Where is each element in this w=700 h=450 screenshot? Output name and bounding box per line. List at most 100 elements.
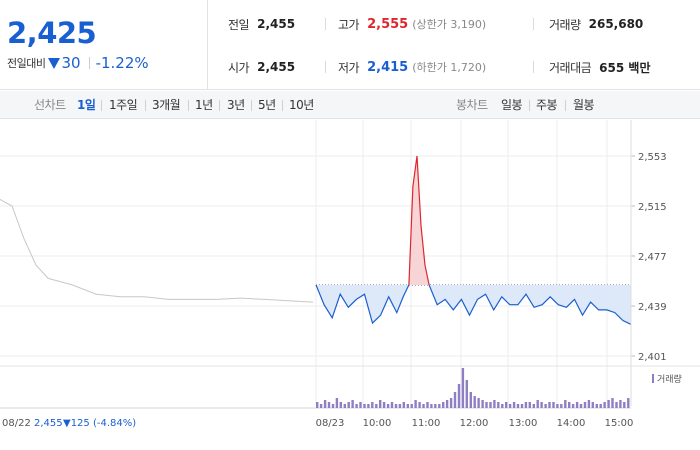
volume-bar: [516, 404, 520, 408]
tab-3y[interactable]: 3년: [227, 98, 245, 112]
y-axis: 2,553 2,515 2,477 2,439 2,401: [630, 120, 667, 406]
volume-bar: [442, 402, 445, 408]
stat-value: 2,415: [367, 59, 409, 75]
volume-bar: [335, 398, 339, 408]
tab-10y[interactable]: 10년: [289, 98, 314, 112]
tab-1d[interactable]: 1일: [77, 98, 96, 112]
price-box: 2,425 전일대비 30 -1.22%: [0, 0, 208, 90]
x-tick-label: 12:00: [460, 418, 489, 429]
volume-bar: [406, 404, 409, 408]
volume-bar: [560, 404, 563, 408]
volume-bar: [489, 402, 492, 408]
volume-bar: [548, 402, 551, 408]
volume-bar: [410, 404, 413, 408]
stat-open: 시가 2,455: [228, 58, 295, 76]
tab-divider: [145, 100, 146, 111]
x-tick-label: 08/23: [316, 418, 345, 429]
volume-pane: [0, 365, 700, 409]
y-tick-label: 2,515: [638, 202, 667, 213]
volume-bar: [512, 402, 516, 408]
volume-bar: [343, 404, 346, 408]
y-tick-label: 2,553: [638, 152, 667, 163]
prev-day-series: [0, 198, 314, 303]
volume-bar: [316, 402, 319, 408]
volume-bar: [501, 404, 504, 408]
volume-bar: [520, 404, 524, 408]
volume-bar: [540, 402, 543, 408]
change-value: 30: [61, 54, 81, 72]
area-below-reference: [316, 284, 631, 325]
volume-bar: [371, 402, 374, 408]
volume-bar: [564, 400, 567, 408]
today-series: [315, 155, 632, 325]
volume-bar: [394, 404, 398, 408]
volume-bar: [623, 402, 626, 408]
volume-bar: [449, 398, 453, 408]
volume-bar: [414, 400, 417, 408]
stat-label: 거래대금: [549, 60, 592, 75]
volume-bar: [359, 402, 362, 408]
tab-weekly-candle[interactable]: 주봉: [536, 98, 558, 112]
volume-bar: [575, 402, 579, 408]
tab-divider: [188, 100, 189, 111]
prev-day-date-label: 08/22: [2, 418, 31, 429]
volume-bar: [398, 404, 402, 408]
tab-monthly-candle[interactable]: 월봉: [573, 98, 595, 112]
volume-bar: [347, 402, 350, 408]
volume-bar: [607, 400, 610, 408]
volume-bar: [611, 398, 614, 408]
volume-bar: [339, 402, 342, 408]
stat-label: 전일: [228, 17, 250, 32]
volume-bar: [390, 402, 394, 408]
stat-sub: (하한가 1,720): [412, 61, 487, 74]
volume-bar: [627, 398, 630, 408]
stat-divider: [325, 18, 326, 30]
tab-divider: [251, 100, 252, 111]
prev-day-close-label: 2,455: [34, 418, 63, 429]
quote-header: 2,425 전일대비 30 -1.22% 전일 2,455 고가 2,555 (…: [0, 0, 700, 90]
volume-bar: [481, 400, 484, 408]
volume-legend-label: 거래량: [657, 373, 682, 385]
stat-divider: [533, 61, 534, 73]
volume-bar: [532, 404, 535, 408]
volume-bar: [552, 402, 555, 408]
tab-1y[interactable]: 1년: [195, 98, 213, 112]
stat-value: 2,555: [367, 16, 409, 32]
tab-divider: [529, 100, 530, 111]
stat-value: 265,680: [588, 17, 644, 31]
volume-bar: [386, 404, 390, 408]
volume-bar: [430, 404, 433, 408]
prev-day-change-label: ▼125 (-4.84%): [63, 418, 136, 429]
stat-value: 655 백만: [599, 60, 651, 75]
volume-bar: [473, 396, 476, 408]
tab-1w[interactable]: 1주일: [109, 98, 138, 112]
volume-bar: [485, 402, 488, 408]
stat-sub: (상한가 3,190): [412, 18, 487, 31]
tab-daily-candle[interactable]: 일봉: [501, 98, 523, 112]
volume-bar: [457, 384, 461, 408]
volume-bar: [363, 404, 366, 408]
volume-bar: [599, 404, 602, 408]
stat-value: 2,455: [257, 60, 296, 74]
tab-divider: [282, 100, 283, 111]
tab-5y[interactable]: 5년: [258, 98, 276, 112]
volume-bar: [579, 404, 583, 408]
stat-label: 고가: [338, 17, 360, 32]
volume-bar: [595, 404, 598, 408]
volume-bar: [461, 368, 465, 408]
tab-3m[interactable]: 3개월: [152, 98, 181, 112]
intraday-chart: 2,553 2,515 2,477 2,439 2,401 08/23 10:00 11:0…: [0, 120, 700, 429]
stat-low: 저가 2,415 (하한가 1,720): [338, 58, 486, 76]
volume-bar: [603, 402, 606, 408]
volume-bar: [453, 392, 457, 408]
volume-bar: [615, 402, 618, 408]
stat-divider: [533, 18, 534, 30]
volume-bar: [619, 400, 622, 408]
volume-bar: [434, 404, 437, 408]
volume-bar: [583, 402, 587, 408]
volume-bar: [375, 404, 378, 408]
x-tick-label: 10:00: [363, 418, 392, 429]
volume-bar: [524, 402, 528, 408]
volume-bar: [438, 404, 441, 408]
current-price: 2,425: [7, 16, 97, 50]
